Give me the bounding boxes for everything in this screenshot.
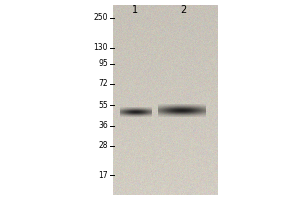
Text: 72: 72	[98, 79, 108, 88]
Text: 1: 1	[132, 5, 138, 15]
Text: 36: 36	[98, 121, 108, 130]
Text: 2: 2	[180, 5, 186, 15]
Text: 130: 130	[94, 44, 108, 52]
Text: 250: 250	[94, 14, 108, 22]
Text: 95: 95	[98, 60, 108, 68]
Text: 55: 55	[98, 100, 108, 110]
Text: 17: 17	[98, 170, 108, 180]
Text: 28: 28	[98, 142, 108, 150]
